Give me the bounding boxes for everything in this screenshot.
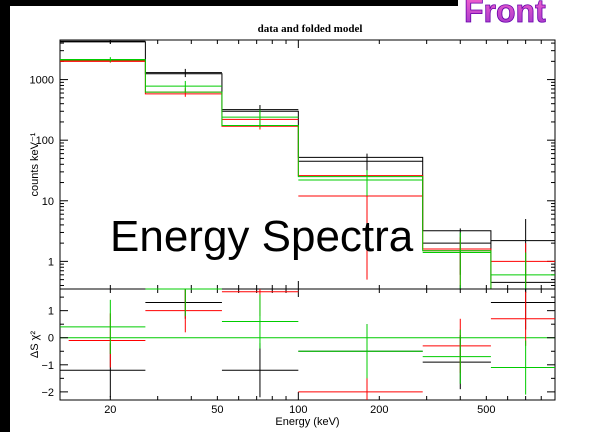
xtick-label: 20: [104, 404, 116, 416]
bottom-ytick-label: −2: [41, 387, 54, 399]
corner-logo-text: Front: [464, 0, 546, 24]
top-ytick-label: 1000: [30, 75, 54, 87]
bottom-panel-ticks: [60, 289, 556, 400]
top-panel: 1 10 100 1000 counts keV⁻¹: [29, 39, 556, 290]
top-panel-ytick-labels: 1 10 100 1000: [30, 75, 54, 269]
bottom-panel-series: [60, 288, 555, 400]
top-ytick-label: 100: [36, 135, 54, 147]
xtick-labels: 20 50 100 200 500: [104, 404, 495, 416]
xtick-label: 100: [289, 404, 307, 416]
bottom-ytick-label: −1: [41, 360, 54, 372]
bottom-series-0: [60, 289, 555, 398]
bottom-panel: −2 −1 0 1 20 50 100 200 500 ΔS χ² Energy (keV): [29, 288, 556, 428]
bottom-ytick-label: 1: [48, 306, 54, 318]
xtick-label: 200: [370, 404, 388, 416]
xtick-label: 50: [211, 404, 223, 416]
slide-top-border: [0, 0, 605, 6]
bottom-series-2: [60, 288, 555, 395]
overlay-title: Energy Spectra: [110, 212, 414, 261]
xtick-label: 500: [477, 404, 495, 416]
bottom-series-1: [68, 289, 555, 400]
top-ytick-label: 1: [48, 256, 54, 268]
bottom-panel-ylabel: ΔS χ²: [29, 331, 41, 359]
model-step-line: [60, 59, 555, 290]
bottom-ytick-label: 0: [48, 333, 54, 345]
top-panel-series: [60, 40, 555, 290]
top-ytick-label: 10: [42, 196, 54, 208]
bottom-panel-ytick-labels: −2 −1 0 1: [41, 306, 54, 399]
chart-title: data and folded model: [258, 23, 363, 35]
corner-logo-art: Front: [458, 0, 605, 24]
bottom-panel-frame: [59, 288, 556, 401]
corner-logo: Front: [458, 0, 605, 24]
top-series-2: [60, 57, 555, 290]
x-axis-label: Energy (keV): [275, 416, 339, 428]
top-panel-ylabel: counts keV⁻¹: [29, 132, 41, 196]
slide-left-border: [0, 0, 10, 432]
